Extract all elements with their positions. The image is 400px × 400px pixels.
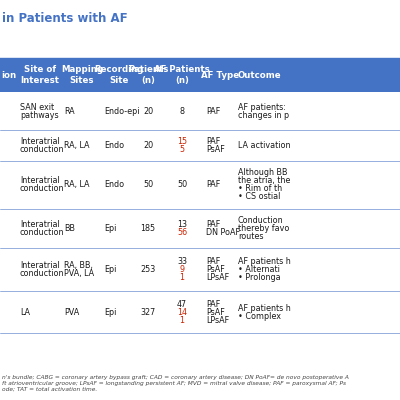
Text: RA, LA: RA, LA xyxy=(64,180,90,189)
Text: • Alternati: • Alternati xyxy=(238,265,280,274)
Text: 5: 5 xyxy=(180,145,184,154)
Text: PVA: PVA xyxy=(64,308,79,317)
Text: Endo-epi: Endo-epi xyxy=(104,107,140,116)
Text: 1: 1 xyxy=(180,273,184,282)
Text: PsAF: PsAF xyxy=(206,308,225,317)
Text: Interatrial: Interatrial xyxy=(20,261,60,270)
Text: 14: 14 xyxy=(177,308,187,317)
Text: AF patients:: AF patients: xyxy=(238,103,286,112)
Text: 56: 56 xyxy=(177,228,187,237)
Text: conduction: conduction xyxy=(20,184,64,193)
Text: PVA, LA: PVA, LA xyxy=(64,269,94,278)
Text: 20: 20 xyxy=(143,107,153,116)
Text: changes in p: changes in p xyxy=(238,111,289,120)
Text: in Patients with AF: in Patients with AF xyxy=(2,12,128,25)
Text: 9: 9 xyxy=(180,265,184,274)
Text: 253: 253 xyxy=(140,265,156,274)
Text: 1: 1 xyxy=(180,316,184,325)
Text: LA activation: LA activation xyxy=(238,141,290,150)
Text: AF patients h: AF patients h xyxy=(238,304,291,313)
Text: DN PoAF: DN PoAF xyxy=(206,228,240,237)
Text: 47: 47 xyxy=(177,300,187,309)
Text: pathways: pathways xyxy=(20,111,59,120)
Text: LPsAF: LPsAF xyxy=(206,273,229,282)
Text: • Rim of th: • Rim of th xyxy=(238,184,282,193)
Text: Interatrial: Interatrial xyxy=(20,137,60,146)
Text: Conduction: Conduction xyxy=(238,216,284,225)
Text: 50: 50 xyxy=(177,180,187,189)
Text: 20: 20 xyxy=(143,141,153,150)
Text: Endo: Endo xyxy=(104,180,124,189)
Text: 15: 15 xyxy=(177,137,187,146)
Text: SAN exit: SAN exit xyxy=(20,103,54,112)
Text: 327: 327 xyxy=(140,308,156,317)
Text: Epi: Epi xyxy=(104,224,116,233)
Text: Endo: Endo xyxy=(104,141,124,150)
Text: Interatrial: Interatrial xyxy=(20,176,60,185)
Text: 33: 33 xyxy=(177,257,187,266)
Text: LA: LA xyxy=(20,308,30,317)
Text: PAF: PAF xyxy=(206,180,220,189)
Text: ion: ion xyxy=(2,70,16,80)
Text: n's bundle; CABG = coronary artery bypass graft; CAD = coronary artery disease; : n's bundle; CABG = coronary artery bypas… xyxy=(2,375,349,392)
Text: AF Patients
(n): AF Patients (n) xyxy=(154,65,210,85)
Text: conduction: conduction xyxy=(20,228,64,237)
Text: thereby favo: thereby favo xyxy=(238,224,289,233)
Text: the atria, the: the atria, the xyxy=(238,176,290,185)
Text: Epi: Epi xyxy=(104,308,116,317)
Text: PAF: PAF xyxy=(206,137,220,146)
Text: PAF: PAF xyxy=(206,257,220,266)
Text: BB: BB xyxy=(64,224,75,233)
Text: PAF: PAF xyxy=(206,107,220,116)
Text: conduction: conduction xyxy=(20,269,64,278)
Text: Mapping
Sites: Mapping Sites xyxy=(61,65,103,85)
Text: Epi: Epi xyxy=(104,265,116,274)
Text: AF Type: AF Type xyxy=(201,70,239,80)
Bar xyxy=(0,58,400,92)
Text: RA, LA: RA, LA xyxy=(64,141,90,150)
Text: 185: 185 xyxy=(140,224,156,233)
Text: routes: routes xyxy=(238,232,264,241)
Text: • Prolonga: • Prolonga xyxy=(238,273,281,282)
Text: • CS ostial: • CS ostial xyxy=(238,192,280,201)
Text: PAF: PAF xyxy=(206,300,220,309)
Text: Patients
(n): Patients (n) xyxy=(128,65,168,85)
Text: 50: 50 xyxy=(143,180,153,189)
Text: RA: RA xyxy=(64,107,75,116)
Text: Although BB: Although BB xyxy=(238,168,288,177)
Text: PsAF: PsAF xyxy=(206,145,225,154)
Text: conduction: conduction xyxy=(20,145,64,154)
Text: AF patients h: AF patients h xyxy=(238,257,291,266)
Text: • Complex: • Complex xyxy=(238,312,281,321)
Text: Outcome: Outcome xyxy=(238,70,282,80)
Text: RA, BB,: RA, BB, xyxy=(64,261,93,270)
Text: 13: 13 xyxy=(177,220,187,229)
Text: PsAF: PsAF xyxy=(206,265,225,274)
Text: Recording
Site: Recording Site xyxy=(94,65,144,85)
Text: LPsAF: LPsAF xyxy=(206,316,229,325)
Text: Interatrial: Interatrial xyxy=(20,220,60,229)
Text: 8: 8 xyxy=(180,107,184,116)
Text: Site of
Interest: Site of Interest xyxy=(20,65,60,85)
Text: PAF: PAF xyxy=(206,220,220,229)
